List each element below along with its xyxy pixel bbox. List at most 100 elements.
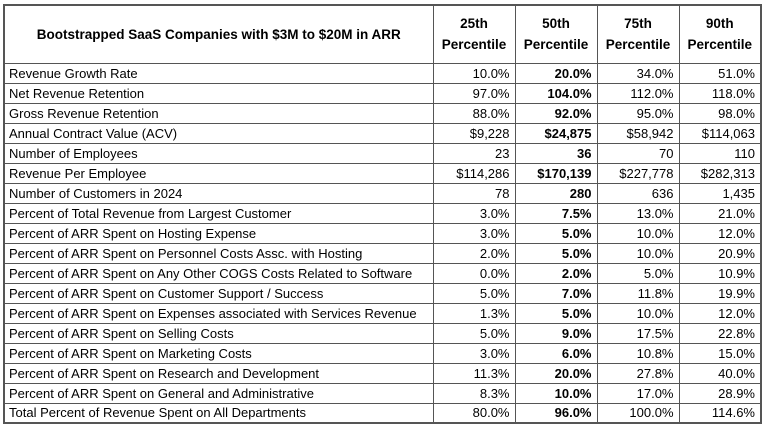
- value-25th-percentile: 10.0%: [432, 62, 516, 84]
- table-row: Percent of ARR Spent on Hosting Expense …: [3, 222, 762, 244]
- value-50th-percentile: 104.0%: [514, 82, 598, 104]
- value-75th-percentile: 5.0%: [596, 262, 680, 284]
- metric-label: Total Percent of Revenue Spent on All De…: [3, 402, 434, 424]
- metric-label: Annual Contract Value (ACV): [3, 122, 434, 144]
- value-90th-percentile: 19.9%: [678, 282, 762, 304]
- value-90th-percentile: 114.6%: [678, 402, 762, 424]
- value-25th-percentile: 2.0%: [432, 242, 516, 264]
- value-25th-percentile: 23: [432, 142, 516, 164]
- value-90th-percentile: 12.0%: [678, 302, 762, 324]
- value-25th-percentile: 5.0%: [432, 322, 516, 344]
- value-50th-percentile: 5.0%: [514, 222, 598, 244]
- table-row: Percent of ARR Spent on Marketing Costs …: [3, 342, 762, 364]
- value-25th-percentile: 3.0%: [432, 342, 516, 364]
- value-90th-percentile: 98.0%: [678, 102, 762, 124]
- value-25th-percentile: 88.0%: [432, 102, 516, 124]
- table-row: Percent of ARR Spent on Expenses associa…: [3, 302, 762, 324]
- value-25th-percentile: 78: [432, 182, 516, 204]
- value-75th-percentile: 10.8%: [596, 342, 680, 364]
- value-75th-percentile: 27.8%: [596, 362, 680, 384]
- metric-label: Percent of ARR Spent on Customer Support…: [3, 282, 434, 304]
- percentile-table: Bootstrapped SaaS Companies with $3M to …: [3, 4, 762, 424]
- column-header-90th-percentile: 90th Percentile: [678, 4, 762, 64]
- value-50th-percentile: 5.0%: [514, 242, 598, 264]
- value-25th-percentile: $114,286: [432, 162, 516, 184]
- value-50th-percentile: $24,875: [514, 122, 598, 144]
- value-25th-percentile: 1.3%: [432, 302, 516, 324]
- value-25th-percentile: 8.3%: [432, 382, 516, 404]
- table-row: Annual Contract Value (ACV) $9,228 $24,8…: [3, 122, 762, 144]
- value-50th-percentile: $170,139: [514, 162, 598, 184]
- value-50th-percentile: 5.0%: [514, 302, 598, 324]
- metric-label: Percent of ARR Spent on Selling Costs: [3, 322, 434, 344]
- value-50th-percentile: 7.5%: [514, 202, 598, 224]
- value-75th-percentile: 636: [596, 182, 680, 204]
- column-header-75th-percentile: 75th Percentile: [596, 4, 680, 64]
- metric-label: Percent of ARR Spent on Personnel Costs …: [3, 242, 434, 264]
- table-row: Percent of ARR Spent on Selling Costs 5.…: [3, 322, 762, 344]
- value-90th-percentile: 118.0%: [678, 82, 762, 104]
- table-row: Percent of ARR Spent on Research and Dev…: [3, 362, 762, 384]
- percentile-table-container: Bootstrapped SaaS Companies with $3M to …: [3, 4, 762, 424]
- metric-label: Gross Revenue Retention: [3, 102, 434, 124]
- table-body: Revenue Growth Rate 10.0% 20.0% 34.0% 51…: [3, 62, 762, 424]
- metric-label: Percent of ARR Spent on General and Admi…: [3, 382, 434, 404]
- column-header-50th-percentile: 50th Percentile: [514, 4, 598, 64]
- metric-label: Percent of ARR Spent on Hosting Expense: [3, 222, 434, 244]
- value-25th-percentile: 97.0%: [432, 82, 516, 104]
- column-header-25th-percentile: 25th Percentile: [432, 4, 516, 64]
- value-90th-percentile: 40.0%: [678, 362, 762, 384]
- value-90th-percentile: 10.9%: [678, 262, 762, 284]
- metric-label: Net Revenue Retention: [3, 82, 434, 104]
- value-90th-percentile: 22.8%: [678, 322, 762, 344]
- value-50th-percentile: 280: [514, 182, 598, 204]
- table-row: Revenue Per Employee $114,286 $170,139 $…: [3, 162, 762, 184]
- table-row: Percent of ARR Spent on Any Other COGS C…: [3, 262, 762, 284]
- metric-label: Percent of ARR Spent on Any Other COGS C…: [3, 262, 434, 284]
- value-75th-percentile: 70: [596, 142, 680, 164]
- table-row: Percent of ARR Spent on Customer Support…: [3, 282, 762, 304]
- value-75th-percentile: 11.8%: [596, 282, 680, 304]
- value-90th-percentile: 51.0%: [678, 62, 762, 84]
- value-75th-percentile: 34.0%: [596, 62, 680, 84]
- value-75th-percentile: 13.0%: [596, 202, 680, 224]
- value-50th-percentile: 7.0%: [514, 282, 598, 304]
- value-90th-percentile: 12.0%: [678, 222, 762, 244]
- value-75th-percentile: 112.0%: [596, 82, 680, 104]
- value-50th-percentile: 9.0%: [514, 322, 598, 344]
- value-90th-percentile: 15.0%: [678, 342, 762, 364]
- table-row: Percent of ARR Spent on General and Admi…: [3, 382, 762, 404]
- value-50th-percentile: 6.0%: [514, 342, 598, 364]
- value-50th-percentile: 96.0%: [514, 402, 598, 424]
- value-50th-percentile: 36: [514, 142, 598, 164]
- value-50th-percentile: 20.0%: [514, 362, 598, 384]
- value-25th-percentile: $9,228: [432, 122, 516, 144]
- value-50th-percentile: 2.0%: [514, 262, 598, 284]
- value-90th-percentile: 28.9%: [678, 382, 762, 404]
- table-row: Number of Customers in 2024 78 280 636 1…: [3, 182, 762, 204]
- value-75th-percentile: 95.0%: [596, 102, 680, 124]
- value-75th-percentile: 17.0%: [596, 382, 680, 404]
- value-25th-percentile: 0.0%: [432, 262, 516, 284]
- value-50th-percentile: 10.0%: [514, 382, 598, 404]
- value-75th-percentile: $58,942: [596, 122, 680, 144]
- metric-label: Revenue Growth Rate: [3, 62, 434, 84]
- value-25th-percentile: 11.3%: [432, 362, 516, 384]
- table-row: Number of Employees 23 36 70 110: [3, 142, 762, 164]
- value-75th-percentile: 10.0%: [596, 242, 680, 264]
- value-75th-percentile: 17.5%: [596, 322, 680, 344]
- metric-label: Number of Customers in 2024: [3, 182, 434, 204]
- value-90th-percentile: 110: [678, 142, 762, 164]
- metric-label: Number of Employees: [3, 142, 434, 164]
- metric-label: Revenue Per Employee: [3, 162, 434, 184]
- value-25th-percentile: 3.0%: [432, 202, 516, 224]
- value-90th-percentile: 20.9%: [678, 242, 762, 264]
- metric-label: Percent of ARR Spent on Research and Dev…: [3, 362, 434, 384]
- value-75th-percentile: 100.0%: [596, 402, 680, 424]
- value-90th-percentile: 1,435: [678, 182, 762, 204]
- metric-label: Percent of ARR Spent on Expenses associa…: [3, 302, 434, 324]
- table-row: Net Revenue Retention 97.0% 104.0% 112.0…: [3, 82, 762, 104]
- value-90th-percentile: 21.0%: [678, 202, 762, 224]
- table-row: Gross Revenue Retention 88.0% 92.0% 95.0…: [3, 102, 762, 124]
- value-75th-percentile: 10.0%: [596, 222, 680, 244]
